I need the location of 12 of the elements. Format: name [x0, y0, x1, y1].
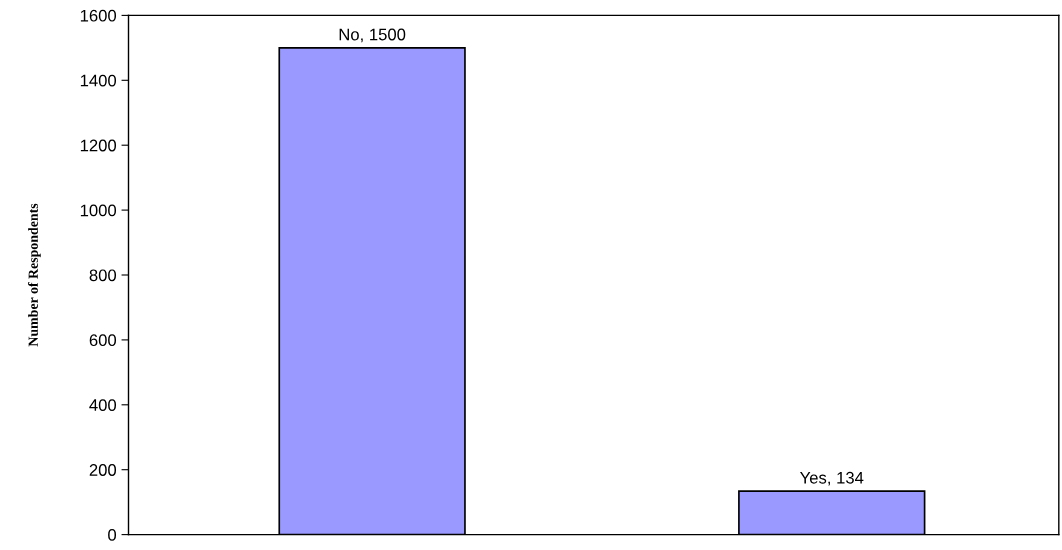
y-tick-label: 600 [89, 334, 117, 347]
y-tick-label: 400 [89, 399, 117, 411]
y-tick-label: 1400 [80, 74, 117, 87]
y-tick-label: 200 [89, 464, 117, 476]
y-tick-label: 1600 [80, 9, 117, 22]
y-tick-label: 1200 [80, 139, 117, 152]
y-tick-label: 1000 [80, 204, 117, 217]
y-tick-label: 0 [108, 529, 117, 541]
y-axis-title: Number of Respondents [28, 203, 41, 347]
y-tick-label: 800 [89, 269, 117, 282]
data-label: Yes, 134 [799, 471, 864, 486]
data-label: No, 1500 [339, 28, 406, 43]
